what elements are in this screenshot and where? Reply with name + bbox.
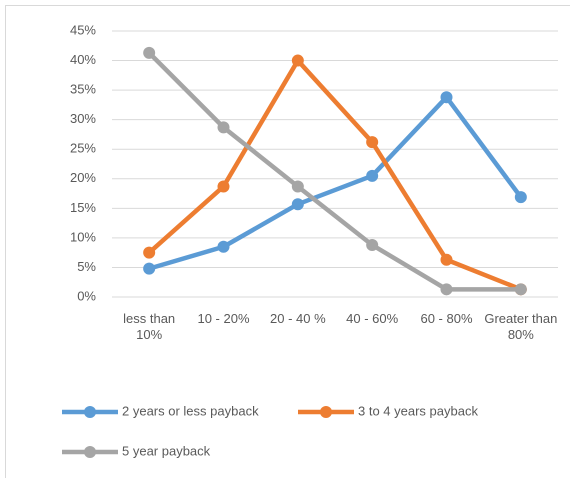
- series-line: [148, 94, 523, 271]
- marker: [143, 46, 156, 59]
- marker: [291, 180, 304, 193]
- y-tick-label: 15%: [70, 200, 96, 215]
- y-tick-label: 0%: [77, 288, 96, 303]
- chart-border: [5, 5, 570, 478]
- x-tick-label: less than 10%: [123, 311, 176, 342]
- marker: [143, 262, 156, 275]
- marker: [217, 240, 230, 253]
- y-tick-label: 20%: [70, 170, 96, 185]
- legend-marker: [84, 446, 96, 458]
- x-tick-label: 20 - 40 %: [270, 311, 326, 326]
- x-tick-label: 10 - 20%: [197, 311, 250, 326]
- x-tick-label: Greater than 80%: [484, 311, 558, 342]
- marker: [440, 91, 453, 104]
- marker: [366, 238, 379, 251]
- series-line: [147, 51, 521, 292]
- marker: [291, 198, 304, 211]
- marker: [514, 283, 527, 296]
- x-tick-label: 60 - 80%: [420, 311, 473, 326]
- y-tick-label: 35%: [70, 82, 96, 97]
- marker: [217, 180, 230, 193]
- x-tick-label: 40 - 60%: [346, 311, 399, 326]
- marker: [366, 136, 379, 149]
- y-tick-label: 40%: [70, 52, 96, 67]
- y-tick-label: 25%: [70, 141, 96, 156]
- y-tick-label: 45%: [70, 22, 96, 37]
- marker: [366, 169, 379, 182]
- marker: [440, 283, 453, 296]
- legend-marker: [84, 406, 96, 418]
- marker: [514, 191, 527, 204]
- y-tick-label: 30%: [70, 111, 96, 126]
- legend-label: 3 to 4 years payback: [358, 403, 478, 418]
- y-tick-label: 10%: [70, 229, 96, 244]
- series-line: [147, 58, 522, 292]
- legend-marker: [320, 406, 332, 418]
- marker: [291, 54, 304, 67]
- marker: [217, 121, 230, 134]
- legend-label: 5 year payback: [122, 443, 211, 458]
- y-tick-label: 5%: [77, 259, 96, 274]
- marker: [143, 246, 156, 259]
- legend-label: 2 years or less payback: [122, 403, 259, 418]
- marker: [440, 253, 453, 266]
